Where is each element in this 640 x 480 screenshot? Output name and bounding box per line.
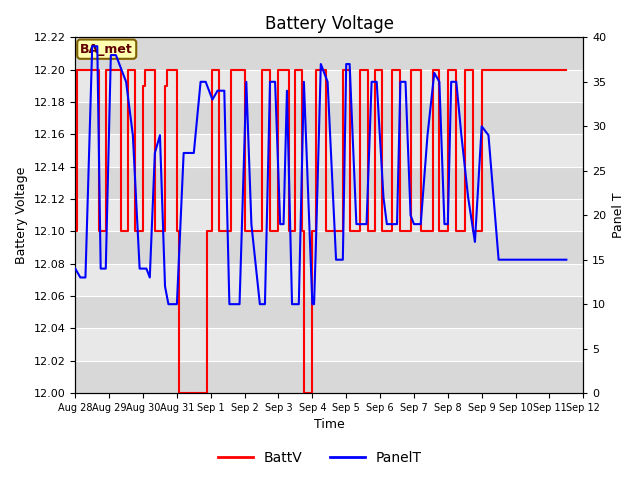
Y-axis label: Panel T: Panel T [612, 192, 625, 238]
Bar [76, 134, 583, 167]
Bar [76, 37, 583, 70]
Text: BA_met: BA_met [81, 43, 133, 56]
Bar [76, 328, 583, 361]
Bar [76, 102, 583, 134]
Y-axis label: Battery Voltage: Battery Voltage [15, 167, 28, 264]
Legend: BattV, PanelT: BattV, PanelT [212, 445, 428, 471]
Bar [76, 199, 583, 231]
Bar [76, 70, 583, 102]
Bar [76, 231, 583, 264]
Bar [76, 264, 583, 296]
Title: Battery Voltage: Battery Voltage [265, 15, 394, 33]
Bar [76, 167, 583, 199]
X-axis label: Time: Time [314, 419, 345, 432]
Bar [76, 361, 583, 393]
Bar [76, 296, 583, 328]
